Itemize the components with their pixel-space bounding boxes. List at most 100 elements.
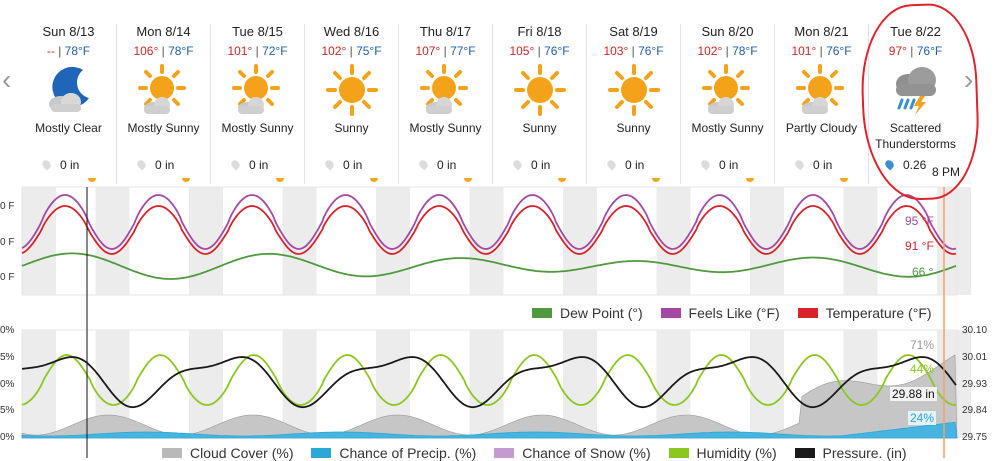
- percent-axis-label: 0%: [0, 379, 15, 390]
- day-date: Sun 8/13: [42, 24, 95, 39]
- high-temp: 107°: [415, 44, 441, 58]
- precip-amount: 0 in: [135, 158, 174, 172]
- low-temp: 76°F: [916, 44, 943, 58]
- day-date: Mon 8/21: [794, 24, 849, 39]
- precip-amount: 0 in: [605, 158, 644, 172]
- conditions-legend: Cloud Cover (%) Chance of Precip. (%) Ch…: [162, 445, 907, 461]
- condition-text: Partly Cloudy: [785, 121, 858, 135]
- pressure-axis-label: 29.75: [962, 432, 988, 443]
- low-temp: 78°F: [168, 44, 194, 58]
- sunrise-marker: [652, 178, 660, 182]
- condition-text: Scattered Thunderstorms: [875, 121, 956, 151]
- feels-like-value: 95 °F: [905, 214, 934, 228]
- day-temps: 105° | 76°F: [509, 44, 570, 58]
- day-date: Fri 8/18: [517, 24, 562, 39]
- cloud-cover-value: 71%: [910, 338, 935, 352]
- sun-cloud-icon: [420, 64, 468, 114]
- legend-swatch: [797, 308, 818, 318]
- sunrise-marker: [276, 178, 284, 182]
- percent-axis-label: 0%: [0, 432, 15, 443]
- forecast-day[interactable]: Sun 8/20 102° | 78°F Mostly Sunny 0 in: [680, 24, 774, 184]
- high-temp: 101°: [791, 44, 817, 58]
- low-temp: 72°F: [262, 44, 288, 58]
- high-temp: 105°: [509, 44, 535, 58]
- forecast-day[interactable]: Fri 8/18 105° | 76°F Sunny 0 in: [492, 24, 586, 184]
- temp-chart-frame: [21, 186, 958, 296]
- forecast-day[interactable]: Mon 8/14 106° | 78°F Mostly Sunny 0 in: [116, 24, 210, 184]
- dew-point-line: [21, 252, 957, 280]
- forecast-day[interactable]: Tue 8/22 97° | 76°F Scattered Thundersto…: [868, 24, 962, 184]
- day-date: Wed 8/16: [323, 24, 380, 39]
- day-temps: 103° | 76°F: [603, 44, 664, 58]
- legend-item[interactable]: Cloud Cover (%): [162, 445, 293, 461]
- condition-text: Sunny: [616, 121, 651, 135]
- legend-item[interactable]: Chance of Precip. (%): [311, 445, 476, 461]
- sunrise-marker: [370, 178, 378, 182]
- pressure-axis-label: 30.10: [962, 325, 988, 336]
- forecast-day[interactable]: Sun 8/13 -- | 78°F Mostly Clear 0 in: [22, 24, 115, 184]
- forecast-day[interactable]: Mon 8/21 101° | 76°F Partly Cloudy 0 in: [774, 24, 868, 184]
- precip-chance-value: 24%: [908, 411, 937, 425]
- night-band: [563, 330, 597, 438]
- pressure-axis-label: 29.93: [962, 379, 988, 390]
- prev-days-arrow[interactable]: ‹: [2, 64, 12, 95]
- humidity-line: [21, 354, 956, 406]
- precip-amount: 0 in: [323, 158, 362, 172]
- night-band: [22, 330, 56, 438]
- next-days-arrow[interactable]: ›: [964, 64, 974, 95]
- forecast-day[interactable]: Sat 8/19 103° | 76°F Sunny 0 in: [586, 24, 680, 184]
- sun-icon: [514, 64, 566, 116]
- high-temp: 101°: [227, 44, 253, 58]
- precip-amount: 0 in: [417, 158, 456, 172]
- sunrise-marker: [182, 178, 190, 182]
- feels-like-line: [21, 194, 957, 250]
- condition-text: Mostly Sunny: [127, 121, 200, 135]
- sunrise-marker: [558, 178, 566, 182]
- high-temp: 97°: [888, 44, 907, 58]
- condition-text: Mostly Clear: [35, 121, 102, 135]
- legend-item[interactable]: Humidity (%): [668, 445, 777, 461]
- low-temp: 75°F: [356, 44, 382, 58]
- day-date: Tue 8/15: [232, 24, 283, 39]
- forecast-day[interactable]: Tue 8/15 101° | 72°F Mostly Sunny 0 in: [210, 24, 304, 184]
- hover-time-label: 8 PM: [932, 165, 961, 179]
- temp-axis-label: 0 F: [0, 201, 15, 212]
- percent-axis-label: 5%: [0, 352, 15, 363]
- forecast-day[interactable]: Wed 8/16 102° | 75°F Sunny 0 in: [304, 24, 398, 184]
- moon-cloud-icon: [49, 66, 89, 112]
- condition-text: Mostly Sunny: [221, 121, 294, 135]
- precip-amount: 0 in: [511, 158, 550, 172]
- condition-text: Mostly Sunny: [691, 121, 764, 135]
- day-temps: 97° | 76°F: [888, 44, 943, 58]
- legend-swatch: [668, 448, 689, 458]
- percent-axis-label: 5%: [0, 405, 15, 416]
- sunrise-marker: [464, 178, 472, 182]
- condition-text: Sunny: [334, 121, 369, 135]
- precip-amount: 0 in: [699, 158, 738, 172]
- pressure-line: [21, 356, 957, 409]
- legend-swatch: [532, 308, 552, 318]
- pressure-value: 29.88 in: [890, 387, 937, 401]
- forecast-day[interactable]: Thu 8/17 107° | 77°F Mostly Sunny 0 in: [398, 24, 492, 184]
- sun-icon: [608, 64, 660, 116]
- sun-cloud-icon: [702, 64, 750, 114]
- legend-item[interactable]: Feels Like (°F): [660, 305, 780, 321]
- sun-cloud-icon: [232, 64, 280, 114]
- temperature-value: 91 °F: [905, 239, 934, 253]
- sun-icon: [326, 64, 378, 116]
- condition-text: Sunny: [522, 121, 557, 135]
- day-temps: 101° | 76°F: [791, 44, 852, 58]
- legend-item[interactable]: Temperature (°F): [797, 305, 932, 321]
- temperature-line: [21, 205, 957, 255]
- day-temps: 102° | 75°F: [321, 44, 382, 58]
- legend-swatch: [162, 448, 182, 458]
- night-band: [282, 330, 317, 438]
- percent-axis-label: 0%: [0, 325, 15, 336]
- sunrise-marker: [746, 178, 754, 182]
- night-band: [469, 330, 504, 438]
- legend-item[interactable]: Pressure. (in): [794, 445, 907, 461]
- legend-swatch: [311, 448, 332, 458]
- legend-swatch: [660, 308, 681, 318]
- legend-item[interactable]: Dew Point (°): [532, 305, 643, 321]
- legend-item[interactable]: Chance of Snow (%): [494, 445, 651, 461]
